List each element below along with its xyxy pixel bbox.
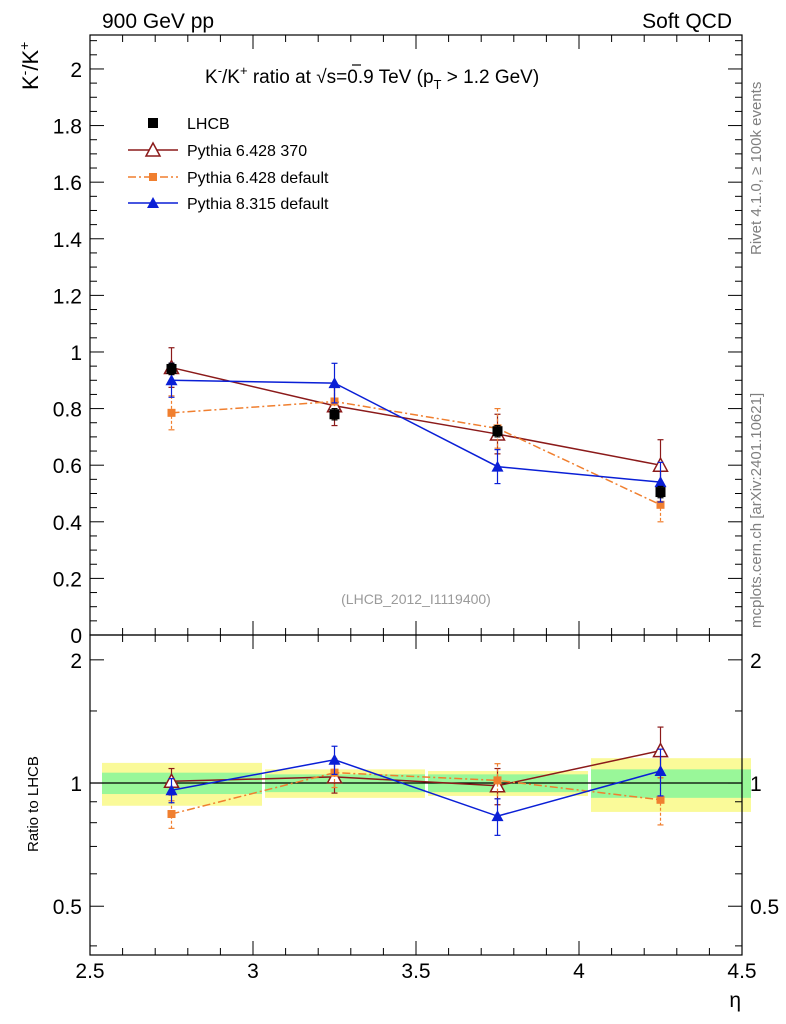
legend-label-lhcb: LHCB (187, 116, 230, 133)
main-point-py8 (491, 460, 504, 472)
main-point-lhcb (492, 426, 503, 437)
legend-marker-py8 (147, 197, 159, 208)
chart-title: K-/K+ ratio at √s=0.9 TeV (pT > 1.2 GeV) (205, 63, 539, 92)
main-y-tick-label: 0.2 (53, 568, 82, 591)
x-tick-label: 4.5 (727, 960, 756, 983)
main-y-tick-label: 2 (70, 59, 82, 82)
ratio-y-tick-label-right: 0.5 (750, 896, 779, 919)
main-line-py8 (171, 379, 661, 483)
process-label: Soft QCD (642, 10, 732, 33)
title-sqrt-icon: √ (316, 67, 327, 88)
ratio-y-tick-label-right: 2 (750, 650, 762, 673)
main-point-py8 (328, 377, 341, 389)
ratio-point-py8 (165, 784, 178, 796)
x-axis-label: η (729, 989, 741, 1012)
main-y-tick-label: 0.8 (53, 399, 82, 422)
main-y-tick-label: 1.6 (53, 172, 82, 195)
main-y-tick-label: 0.6 (53, 455, 82, 478)
ratio-line-py6-default (171, 771, 661, 815)
energy-label: 900 GeV pp (102, 10, 214, 33)
title-plus: + (240, 63, 248, 78)
legend-label-py6-370: Pythia 6.428 370 (187, 143, 307, 160)
ylabel-minus: - (16, 70, 32, 75)
main-point-py6-default (656, 500, 665, 509)
ylabel-plus: + (16, 42, 32, 50)
main-point-py6-default (167, 408, 176, 417)
title-k2: /K (222, 67, 240, 88)
ratio-frame (89, 634, 743, 956)
title-ratio: ratio at (248, 67, 317, 88)
x-tick-label: 2.5 (75, 960, 104, 983)
legend-marker-py6-default (149, 173, 157, 181)
ratio-point-py6-default (493, 776, 502, 785)
main-series-lhcb (166, 362, 666, 499)
title-minus: - (218, 63, 222, 78)
main-point-lhcb (329, 409, 340, 420)
main-point-py8 (165, 374, 178, 386)
title-k1: K (205, 67, 218, 88)
ratio-point-py8 (654, 765, 667, 777)
main-y-tick-label: 1.4 (53, 229, 83, 252)
main-series-layer (163, 347, 669, 523)
main-y-tick-label: 0.4 (53, 512, 83, 535)
legend-label-py6-default: Pythia 6.428 default (187, 170, 329, 187)
main-y-axis-label: K-/K+ (16, 42, 43, 90)
x-tick-label: 3 (247, 960, 259, 983)
ratio-series-py8 (165, 745, 667, 836)
title-pt-sub: T (434, 77, 442, 92)
ratio-y-tick-label: 1 (70, 773, 82, 796)
main-y-tick-labels: 0 0.2 0.4 0.6 0.8 1 1.2 1.4 1.6 1.8 2 (53, 59, 83, 648)
ylabel-k2: /K (18, 50, 43, 71)
ratio-series-layer (163, 726, 669, 836)
legend-marker-py6-370 (144, 141, 162, 157)
title-cut: > 1.2 GeV) (441, 67, 539, 88)
main-y-tick-label: 0 (70, 625, 82, 648)
mcplots-label: mcplots.cern.ch [arXiv:2401.10621] (748, 393, 765, 628)
legend-label-py8: Pythia 8.315 default (187, 196, 329, 213)
main-series-py6-370 (163, 347, 669, 492)
rivet-label: Rivet 4.1.0, ≥ 100k events (748, 82, 765, 255)
ratio-y-tick-label: 2 (70, 650, 82, 673)
ratio-point-py8 (491, 810, 504, 822)
ratio-y-tick-label: 0.5 (53, 896, 82, 919)
main-panel: 00.20.40.60.811.21.41.61.82 K-/K+ ratio … (16, 34, 743, 648)
main-y-tick-label: 1 (70, 342, 82, 365)
ratio-y-axis-label: Ratio to LHCB (25, 756, 42, 852)
main-axis-ticks (89, 35, 743, 636)
main-line-py6-default (171, 400, 661, 506)
ratio-point-py6-default (656, 795, 665, 804)
main-line-py6-370 (171, 366, 661, 466)
x-tick-label: 3.5 (401, 960, 430, 983)
ylabel-k1: K (18, 75, 43, 90)
title-energy: s=0.9 TeV (p (327, 67, 434, 88)
ratio-y-tick-label-right: 1 (750, 773, 762, 796)
x-tick-label: 4 (573, 960, 585, 983)
ratio-panel: 0.5 0.5 1 1 2 2 2.5 3 3.5 4 4.5 Ratio to LHCB η (25, 634, 779, 1012)
legend: LHCB Pythia 6.428 370 Pythia 6.428 defau… (128, 116, 329, 213)
analysis-watermark: (LHCB_2012_I1119400) (341, 591, 491, 607)
main-point-lhcb (166, 363, 177, 374)
main-y-tick-label: 1.2 (53, 285, 82, 308)
main-point-py8 (654, 476, 667, 488)
ratio-line-py8 (171, 758, 661, 817)
main-y-tick-label: 1.8 (53, 116, 82, 139)
legend-marker-lhcb (148, 118, 158, 128)
ratio-point-py8 (328, 753, 341, 765)
ratio-point-py6-default (167, 810, 176, 819)
main-point-lhcb (655, 487, 666, 498)
x-tick-labels: 2.5 3 3.5 4 4.5 (75, 960, 756, 983)
ratio-y-tick-labels: 0.5 0.5 1 1 2 2 (53, 650, 779, 919)
ratio-line-py6-370 (171, 749, 661, 787)
